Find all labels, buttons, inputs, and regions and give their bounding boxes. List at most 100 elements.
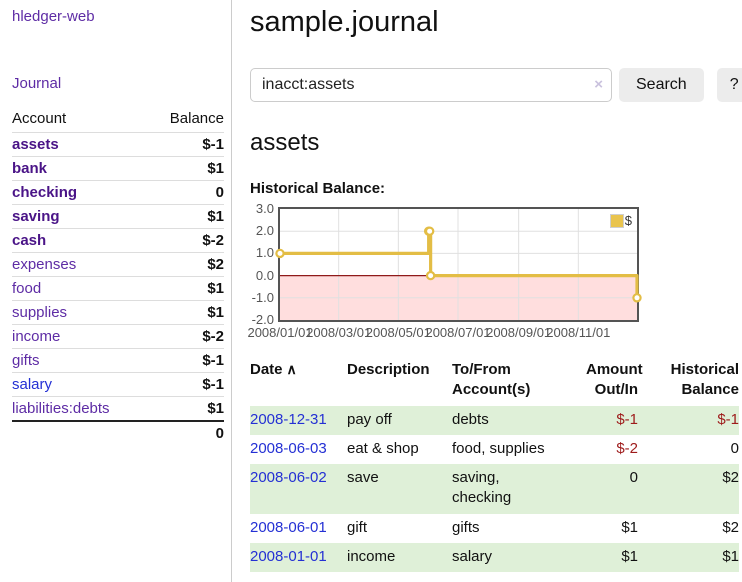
chart-plot-area: $ [275, 207, 642, 322]
transaction-description: gift [347, 518, 368, 536]
x-axis-tick-label: 2008/01/01 [247, 325, 313, 340]
account-row: food $1 [12, 276, 224, 301]
transaction-accounts: salary [452, 547, 493, 565]
accounts-table: Account Balance assets $-1 bank $1 check… [12, 108, 224, 445]
accounts-total-balance: 0 [148, 420, 224, 445]
chart-line-series [275, 209, 642, 320]
main-content: sample.journal × Search ? assets Histori… [232, 0, 742, 582]
transaction-row: 2008-06-02 save saving, checking 0 $2 [250, 464, 739, 514]
transaction-accounts: saving, checking [452, 469, 512, 507]
account-link-salary[interactable]: salary [12, 376, 53, 393]
transaction-amount: $1 [621, 518, 638, 536]
search-form: × Search ? [250, 68, 742, 102]
accounts-total-row: 0 [12, 420, 224, 445]
transaction-row: 2008-06-01 gift gifts $1 $2 [250, 514, 739, 543]
account-link-saving[interactable]: saving [12, 208, 60, 225]
accounts-header-balance: Balance [148, 108, 224, 133]
account-link-supplies[interactable]: supplies [12, 304, 68, 321]
balance-chart: $ 3.0 2.0 1.0 0.0 -1.0 -2.0 2008/01/01 2008/03/… [247, 201, 650, 340]
register-header-row: Date ∧ Description To/From Account(s) Amo… [250, 358, 739, 406]
account-row: bank $1 [12, 156, 224, 181]
transaction-balance: $1 [722, 547, 739, 565]
chart-title: Historical Balance: [250, 180, 386, 197]
search-box: × [250, 68, 612, 102]
register-header-description: Description [347, 361, 430, 378]
account-link-gifts[interactable]: gifts [12, 352, 40, 369]
account-link-assets[interactable]: assets [12, 136, 59, 153]
account-balance: $1 [148, 204, 224, 229]
account-balance: $1 [148, 300, 224, 325]
account-balance: 0 [148, 180, 224, 205]
x-axis-tick-label: 2008/09/01 [486, 325, 552, 340]
account-link-checking[interactable]: checking [12, 184, 78, 201]
y-axis-tick-label: 1.0 [255, 245, 274, 261]
account-row: saving $1 [12, 204, 224, 229]
app-title-link[interactable]: hledger-web [12, 8, 95, 25]
account-balance: $-1 [148, 132, 224, 157]
sort-ascending-icon: ∧ [286, 361, 297, 377]
account-heading: assets [250, 129, 320, 156]
clear-search-icon[interactable]: × [594, 76, 603, 93]
transaction-date-link[interactable]: 2008-06-03 [250, 439, 327, 457]
help-button[interactable]: ? [716, 68, 742, 102]
transaction-description: eat & shop [347, 439, 419, 457]
register-header-amount: Amount Out/In [586, 361, 643, 399]
sidebar: hledger-web Journal Account Balance asse… [0, 0, 232, 582]
search-input[interactable] [250, 68, 612, 102]
transaction-date-link[interactable]: 2008-01-01 [250, 547, 327, 565]
account-row: checking 0 [12, 180, 224, 205]
transaction-date-link[interactable]: 2008-06-01 [250, 518, 327, 536]
register-header-balance: Historical Balance [670, 361, 739, 399]
account-row: income $-2 [12, 324, 224, 349]
transaction-date-link[interactable]: 2008-06-02 [250, 469, 327, 486]
transaction-description: income [347, 547, 396, 565]
account-link-expenses[interactable]: expenses [12, 256, 77, 273]
account-row: expenses $2 [12, 252, 224, 277]
y-axis-tick-label: -1.0 [251, 289, 274, 305]
x-axis-tick-label: 2008/07/01 [425, 325, 491, 340]
account-balance: $1 [148, 276, 224, 301]
account-link-food[interactable]: food [12, 280, 42, 297]
transaction-amount: $-2 [616, 439, 638, 457]
account-row: cash $-2 [12, 228, 224, 253]
account-balance: $-1 [148, 372, 224, 397]
sidebar-item-journal[interactable]: Journal [12, 75, 62, 92]
x-axis-tick-label: 2008/11/01 [546, 325, 611, 340]
y-axis-tick-label: 0.0 [255, 267, 274, 283]
account-row: assets $-1 [12, 132, 224, 157]
transaction-accounts: debts [452, 410, 489, 428]
register-header-tofrom: To/From Account(s) [452, 361, 531, 399]
y-axis-tick-label: -2.0 [251, 312, 274, 327]
x-axis-tick-label: 2008/05/01 [365, 325, 431, 340]
account-balance: $-2 [148, 324, 224, 349]
y-axis-tick-label: 2.0 [255, 223, 274, 239]
account-balance: $-1 [148, 348, 224, 373]
account-row: supplies $1 [12, 300, 224, 325]
search-button[interactable]: Search [619, 68, 704, 102]
transaction-accounts: gifts [452, 518, 480, 536]
account-link-income[interactable]: income [12, 328, 61, 345]
account-link-cash[interactable]: cash [12, 232, 47, 249]
transaction-row: 2008-06-03 eat & shop food, supplies $-2… [250, 435, 739, 464]
transaction-balance: $2 [722, 469, 739, 486]
transaction-balance: 0 [730, 439, 739, 457]
legend-swatch-icon [609, 213, 624, 228]
account-balance: $-2 [148, 228, 224, 253]
transaction-row: 2008-12-31 pay off debts $-1 $-1 [250, 405, 739, 435]
account-row: liabilities:debts $1 [12, 396, 224, 422]
transaction-description: save [347, 469, 379, 486]
transaction-balance: $-1 [717, 410, 739, 428]
register-table: Date ∧ Description To/From Account(s) Amo… [250, 358, 739, 572]
account-link-bank[interactable]: bank [12, 160, 48, 177]
y-axis-tick-label: 3.0 [255, 201, 274, 216]
accounts-table-header: Account Balance [12, 108, 224, 133]
transaction-amount: $1 [621, 547, 638, 565]
register-header-date[interactable]: Date ∧ [250, 361, 297, 378]
account-link-liabilities-debts[interactable]: liabilities:debts [12, 400, 110, 417]
transaction-row: 2008-01-01 income salary $1 $1 [250, 542, 739, 572]
account-row: gifts $-1 [12, 348, 224, 373]
transaction-description: pay off [347, 410, 392, 428]
transaction-accounts: food, supplies [452, 439, 545, 457]
transaction-date-link[interactable]: 2008-12-31 [250, 410, 327, 428]
account-balance: $2 [148, 252, 224, 277]
